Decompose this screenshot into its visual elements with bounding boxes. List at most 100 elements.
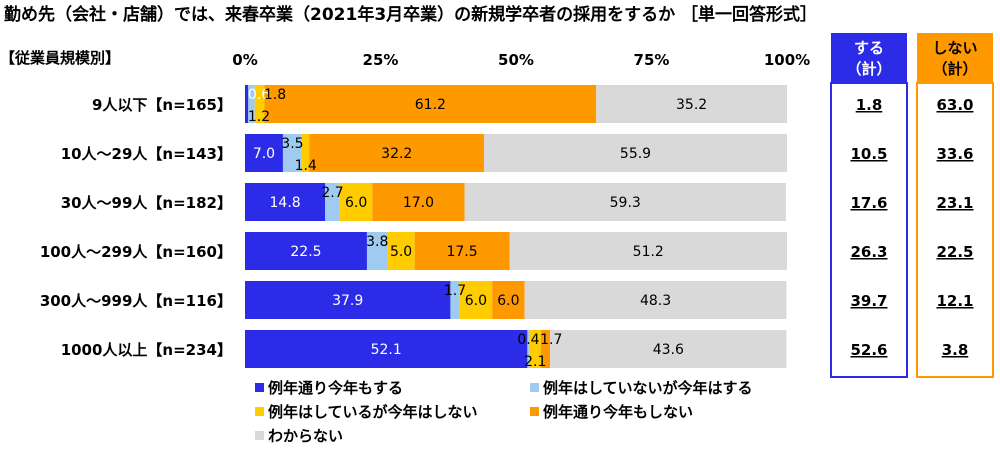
- legend-swatch: [530, 407, 539, 416]
- legend-swatch: [530, 383, 539, 392]
- category-label: 100人～299人【n=160】: [40, 243, 232, 261]
- category-label: 30人～99人【n=182】: [61, 194, 232, 212]
- bar-segment: [245, 85, 249, 123]
- data-label: 7.0: [253, 146, 275, 162]
- data-label: 3.8: [366, 234, 388, 250]
- no-total-value: 22.5: [936, 243, 973, 261]
- bar-segment: [248, 85, 255, 123]
- x-tick-label: 0%: [232, 51, 257, 69]
- yes-header-box: [831, 33, 907, 83]
- data-label: 51.2: [633, 244, 664, 260]
- data-label: 6.0: [497, 293, 519, 309]
- data-label: 2.1: [524, 354, 546, 370]
- yes-column-frame: [830, 82, 908, 378]
- yes-total-value: 1.8: [856, 96, 883, 114]
- bar-segment: [366, 232, 388, 270]
- no-column-frame: [916, 82, 994, 378]
- chart-title: 勤め先（会社・店舗）では、来春卒業（2021年3月卒業）の新規学卒者の採用をする…: [4, 4, 817, 25]
- data-label: 5.0: [390, 244, 412, 260]
- data-label: 17.0: [403, 195, 434, 211]
- legend-label: わからない: [268, 427, 343, 445]
- x-tick-label: 25%: [363, 51, 399, 69]
- bar-segment: [245, 232, 367, 270]
- data-label: 1.2: [248, 109, 270, 125]
- bar-segment: [309, 134, 485, 172]
- category-label: 10人～29人【n=143】: [61, 145, 232, 163]
- category-label: 1000人以上【n=234】: [61, 341, 232, 359]
- data-label: 6.0: [465, 293, 487, 309]
- legend-swatch: [255, 383, 264, 392]
- data-label: 1.8: [264, 87, 286, 103]
- bar-segment: [264, 85, 597, 123]
- data-label: 1.7: [444, 283, 466, 299]
- group-axis-label: 【従業員規模別】: [0, 49, 120, 67]
- data-label: 59.3: [610, 195, 641, 211]
- data-label: 32.2: [381, 146, 412, 162]
- data-label: 17.5: [446, 244, 477, 260]
- data-label: 0.4: [517, 332, 539, 348]
- data-label: 55.9: [620, 146, 651, 162]
- legend-swatch: [255, 431, 264, 440]
- yes-total-value: 10.5: [850, 145, 887, 163]
- bar-segment: [245, 183, 326, 221]
- data-label: 35.2: [676, 97, 707, 113]
- no-total-value: 3.8: [942, 341, 969, 359]
- yes-header-label: する: [854, 39, 884, 57]
- yes-total-value: 17.6: [850, 194, 887, 212]
- data-label: 43.6: [653, 342, 684, 358]
- data-label: 48.3: [640, 293, 671, 309]
- yes-total-value: 39.7: [850, 292, 887, 310]
- no-header-label: （計）: [932, 60, 977, 78]
- x-tick-label: 50%: [498, 51, 534, 69]
- category-label: 300人～999人【n=116】: [40, 292, 232, 310]
- data-label: 22.5: [290, 244, 321, 260]
- bar-segment: [596, 85, 787, 123]
- bar-segment: [550, 330, 787, 368]
- bar-segment: [387, 232, 415, 270]
- bar-segment: [492, 281, 525, 319]
- legend-label: 例年はしていないが今年はする: [543, 379, 753, 397]
- bar-segment: [245, 134, 283, 172]
- data-label: 3.5: [281, 136, 303, 152]
- data-label: 6.0: [345, 195, 367, 211]
- data-label: 52.1: [371, 342, 402, 358]
- data-label: 1.4: [295, 158, 317, 174]
- legend-label: 例年はしているが今年はしない: [268, 403, 478, 421]
- bar-segment: [524, 281, 787, 319]
- bar-segment: [450, 281, 460, 319]
- legend-label: 例年通り今年もしない: [543, 403, 693, 421]
- bar-segment: [372, 183, 465, 221]
- data-label: 61.2: [415, 97, 446, 113]
- yes-total-value: 52.6: [850, 341, 887, 359]
- x-tick-label: 75%: [634, 51, 670, 69]
- bar-segment: [339, 183, 373, 221]
- yes-total-value: 26.3: [850, 243, 887, 261]
- x-tick-label: 100%: [764, 51, 810, 69]
- no-header-box: [917, 33, 993, 83]
- no-header-label: しない: [932, 39, 977, 57]
- yes-header-label: （計）: [846, 60, 891, 78]
- data-label: 2.7: [321, 185, 343, 201]
- bar-segment: [301, 134, 310, 172]
- legend-swatch: [255, 407, 264, 416]
- bar-segment: [254, 85, 265, 123]
- bar-segment: [509, 232, 787, 270]
- bar-segment: [459, 281, 493, 319]
- bar-segment: [464, 183, 786, 221]
- bar-segment: [540, 330, 551, 368]
- bar-segment: [414, 232, 510, 270]
- data-label: 1.7: [540, 332, 562, 348]
- no-total-value: 23.1: [936, 194, 973, 212]
- legend-label: 例年通り今年もする: [268, 379, 403, 397]
- data-label: 14.8: [270, 195, 301, 211]
- bar-segment: [529, 330, 541, 368]
- data-label: 37.9: [332, 293, 363, 309]
- bar-segment: [282, 134, 302, 172]
- data-label: 0.6: [248, 87, 270, 103]
- bar-segment: [245, 281, 451, 319]
- no-total-value: 63.0: [936, 96, 973, 114]
- bar-segment: [245, 330, 528, 368]
- bar-segment: [484, 134, 787, 172]
- category-label: 9人以下【n=165】: [92, 96, 232, 114]
